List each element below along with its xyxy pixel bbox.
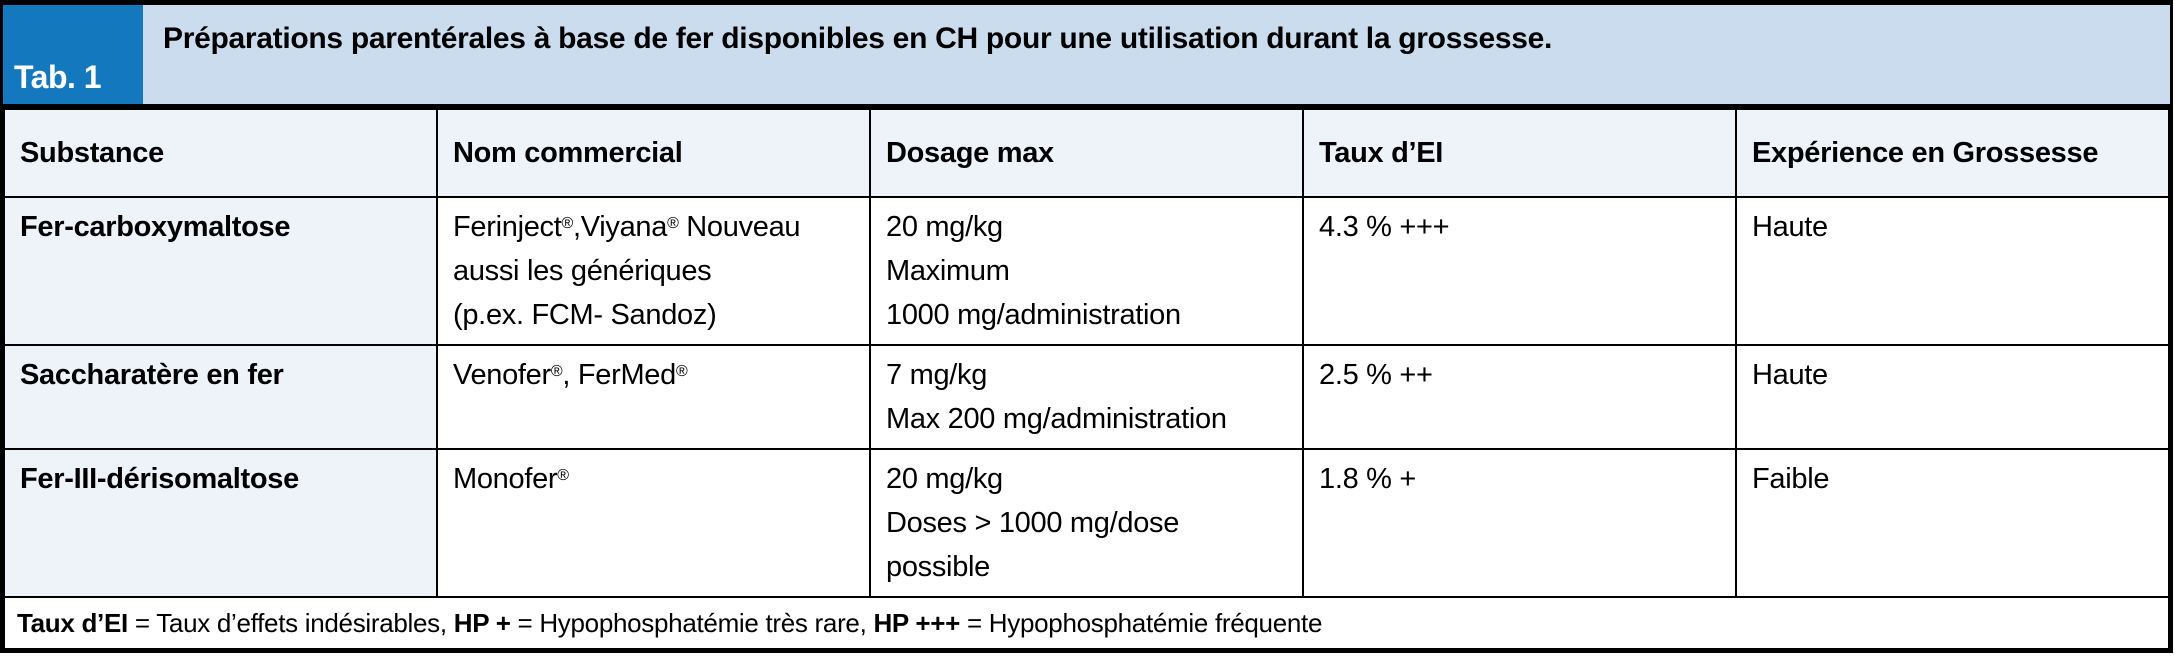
cell-substance: Fer-III-dérisomaltose (3, 448, 438, 598)
column-header-taux-ei: Taux d’EI (1302, 108, 1737, 198)
table-number-label: Tab. 1 (14, 59, 102, 95)
cell-experience: Haute (1735, 344, 2170, 450)
cell-taux-ei: 2.5 % ++ (1302, 344, 1737, 450)
table-figure: Tab. 1 Préparations parentérales à base … (0, 0, 2173, 653)
footnote-term-taux-ei: Taux d’EI (17, 607, 128, 638)
cell-dosage-max: 20 mg/kg Doses > 1000 mg/dose possible (869, 448, 1304, 598)
cell-taux-ei: 1.8 % + (1302, 448, 1737, 598)
cell-dosage-max: 7 mg/kg Max 200 mg/administration (869, 344, 1304, 450)
cell-substance: Saccharatère en fer (3, 344, 438, 450)
footnote-def-hp-plus3: = Hypophosphatémie fréquente (960, 607, 1323, 638)
cell-nom-commercial: Venofer®, FerMed® (436, 344, 871, 450)
table-row: Saccharatère en fer Venofer®, FerMed® 7 … (3, 344, 2170, 450)
cell-taux-ei: 4.3 % +++ (1302, 196, 1737, 346)
footnote-term-hp-plus3: HP +++ (873, 607, 961, 638)
header-row: Substance Nom commercial Dosage max Taux… (3, 108, 2170, 198)
footnote-text: Taux d’EI = Taux d’effets indésirables, … (3, 596, 2170, 650)
cell-nom-commercial: Monofer® (436, 448, 871, 598)
column-header-dosage-max: Dosage max (869, 108, 1304, 198)
cell-substance: Fer-carboxymaltose (3, 196, 438, 346)
table-row: Fer-III-dérisomaltose Monofer® 20 mg/kg … (3, 448, 2170, 598)
table-number-badge: Tab. 1 (3, 5, 143, 104)
footnote-def-hp-plus: = Hypophosphatémie très rare, (510, 607, 874, 638)
cell-dosage-max: 20 mg/kg Maximum 1000 mg/administration (869, 196, 1304, 346)
table-title: Préparations parentérales à base de fer … (143, 5, 2170, 104)
column-header-substance: Substance (3, 108, 438, 198)
table-row: Fer-carboxymaltose Ferinject®,Viyana® No… (3, 196, 2170, 346)
iron-preparations-table: Substance Nom commercial Dosage max Taux… (3, 108, 2170, 650)
footnote-def-taux-ei: = Taux d’effets indésirables, (127, 607, 454, 638)
cell-experience: Faible (1735, 448, 2170, 598)
cell-nom-commercial: Ferinject®,Viyana® Nouveau aussi les gén… (436, 196, 871, 346)
footnote-row: Taux d’EI = Taux d’effets indésirables, … (3, 596, 2170, 650)
footnote-term-hp-plus: HP + (453, 607, 511, 638)
table-title-band: Tab. 1 Préparations parentérales à base … (3, 5, 2170, 108)
cell-experience: Haute (1735, 196, 2170, 346)
column-header-experience: Expérience en Grossesse (1735, 108, 2170, 198)
column-header-nom-commercial: Nom commercial (436, 108, 871, 198)
